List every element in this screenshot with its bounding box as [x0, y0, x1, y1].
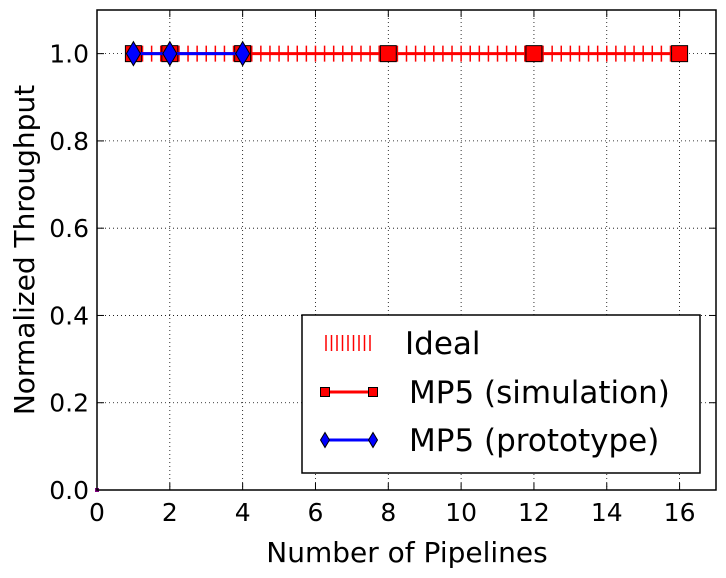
tick-labels: 0 2 4 6 8 10 12 14 16 0.0 0.2 0.4 0.6 0.8 1.0	[49, 40, 695, 527]
legend-square-marker	[368, 387, 378, 397]
y-tick-label: 1.0	[49, 40, 89, 69]
y-tick-label: 0.8	[49, 127, 89, 156]
data-point-diamond	[235, 40, 251, 67]
x-tick-label: 2	[162, 498, 178, 527]
data-point-square	[525, 45, 543, 63]
legend-label: Ideal	[405, 326, 481, 362]
y-axis-title: Normalized Throughput	[8, 85, 41, 415]
grid-lines	[96, 10, 716, 491]
x-tick-label: 4	[235, 498, 251, 527]
x-tick-label: 12	[518, 498, 550, 527]
legend-label: MP5 (prototype)	[409, 423, 659, 459]
y-tick-label: 0.2	[49, 389, 89, 418]
x-tick-label: 10	[445, 498, 477, 527]
data-series	[95, 40, 689, 492]
legend-diamond-marker	[367, 431, 379, 449]
x-tick-label: 6	[308, 498, 324, 527]
x-tick-label: 16	[664, 498, 696, 527]
plot-frame	[96, 9, 717, 491]
x-tick-label: 8	[380, 498, 396, 527]
legend-diamond-marker	[319, 431, 331, 449]
y-tick-label: 0.6	[49, 214, 89, 243]
data-point-square	[671, 45, 689, 63]
x-tick-label: 0	[89, 498, 105, 527]
legend-square-marker	[320, 387, 330, 397]
legend-label: MP5 (simulation)	[409, 375, 670, 411]
data-point-diamond	[125, 40, 141, 67]
x-tick-label: 14	[591, 498, 623, 527]
data-point-diamond	[162, 40, 178, 67]
x-axis-title: Number of Pipelines	[266, 536, 547, 569]
series-2	[125, 40, 251, 67]
y-tick-label: 0.0	[49, 476, 89, 505]
axis-ticks	[96, 10, 716, 491]
y-tick-label: 0.4	[49, 301, 89, 330]
data-point-square	[379, 45, 397, 63]
legend: Ideal MP5 (simulation) MP5 (prototype)	[301, 314, 701, 474]
